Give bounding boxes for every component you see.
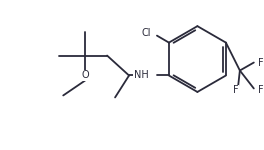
Text: Cl: Cl bbox=[142, 28, 151, 38]
Text: NH: NH bbox=[134, 70, 149, 81]
Text: F: F bbox=[258, 85, 263, 95]
Text: F: F bbox=[258, 58, 263, 68]
Text: F: F bbox=[233, 85, 239, 95]
Text: O: O bbox=[81, 70, 89, 81]
